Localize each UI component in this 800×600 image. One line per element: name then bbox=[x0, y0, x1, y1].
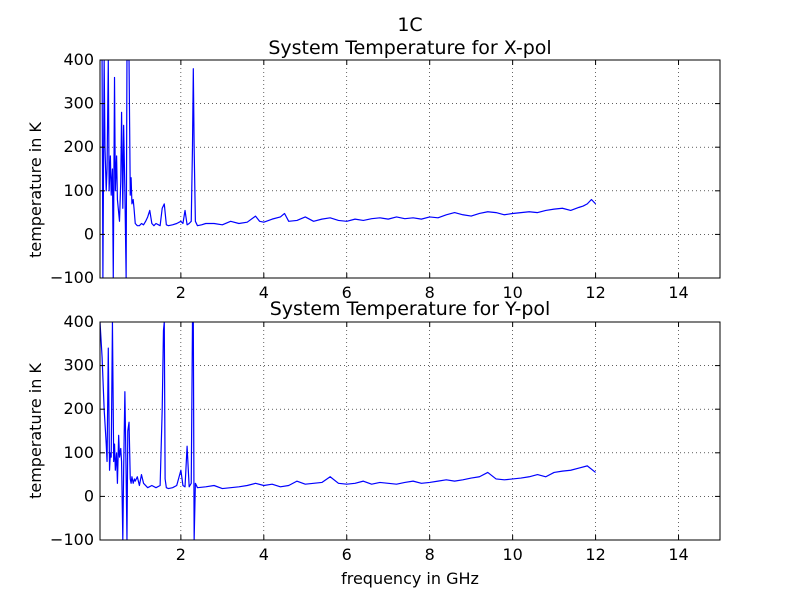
y-pol-xtick-label: 2 bbox=[176, 545, 186, 564]
y-pol-ylabel: temperature in K bbox=[26, 363, 45, 499]
y-pol-ytick-label: 100 bbox=[63, 443, 94, 462]
y-pol-ytick-label: −100 bbox=[50, 530, 94, 549]
y-pol-xtick-label: 8 bbox=[425, 545, 435, 564]
x-pol-ytick-label: −100 bbox=[50, 268, 94, 287]
x-pol-xtick-label: 2 bbox=[176, 283, 186, 302]
y-pol-xtick-label: 12 bbox=[585, 545, 605, 564]
figure-title: 1C bbox=[397, 14, 422, 36]
x-pol-panel: System Temperature for X-pol temperature… bbox=[26, 37, 721, 302]
x-pol-xtick-label: 6 bbox=[342, 283, 352, 302]
y-pol-ytick-label: 400 bbox=[63, 312, 94, 331]
y-pol-title: System Temperature for Y-pol bbox=[270, 298, 551, 320]
x-pol-xtick-label: 8 bbox=[425, 283, 435, 302]
y-pol-series-line bbox=[100, 322, 596, 540]
y-pol-xlabel: frequency in GHz bbox=[341, 569, 479, 588]
x-pol-title: System Temperature for X-pol bbox=[268, 37, 551, 59]
y-pol-ytick-label: 300 bbox=[63, 356, 94, 375]
y-pol-xtick-label: 4 bbox=[259, 545, 269, 564]
y-pol-plot-area bbox=[100, 322, 720, 540]
x-pol-ytick-label: 200 bbox=[63, 137, 94, 156]
y-pol-ytick-label: 200 bbox=[63, 399, 94, 418]
x-pol-series-line bbox=[100, 60, 597, 278]
x-pol-ytick-label: 400 bbox=[63, 50, 94, 69]
y-pol-ytick-label: 0 bbox=[84, 486, 94, 505]
x-pol-xtick-label: 14 bbox=[668, 283, 688, 302]
x-pol-ylabel: temperature in K bbox=[26, 122, 45, 258]
x-pol-ytick-label: 0 bbox=[84, 224, 94, 243]
y-pol-xtick-label: 6 bbox=[342, 545, 352, 564]
y-pol-xtick-label: 10 bbox=[502, 545, 522, 564]
x-pol-xtick-label: 10 bbox=[502, 283, 522, 302]
x-pol-axes-frame bbox=[99, 59, 721, 279]
x-pol-ytick-label: 300 bbox=[63, 94, 94, 113]
x-pol-xtick-label: 4 bbox=[259, 283, 269, 302]
y-pol-panel: System Temperature for Y-pol temperature… bbox=[26, 298, 721, 588]
x-pol-plot-area bbox=[100, 60, 720, 278]
x-pol-ytick-label: 100 bbox=[63, 181, 94, 200]
y-pol-xtick-label: 14 bbox=[668, 545, 688, 564]
x-pol-xtick-label: 12 bbox=[585, 283, 605, 302]
y-pol-axes-frame bbox=[99, 321, 721, 541]
